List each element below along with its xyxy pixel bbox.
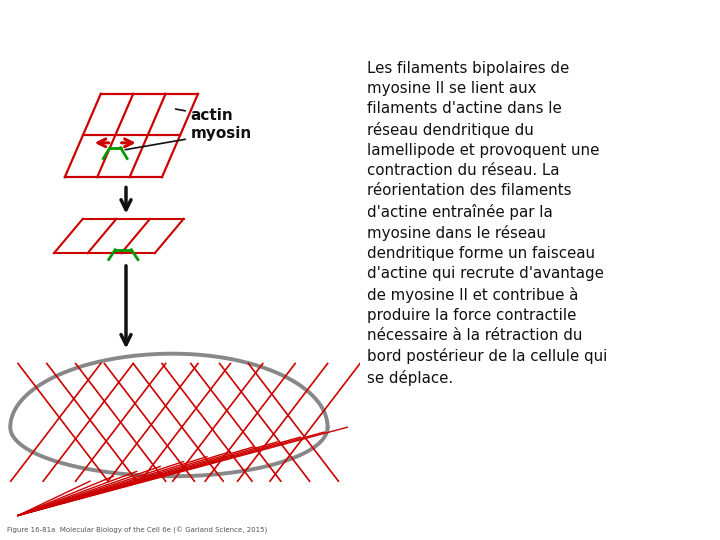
Text: Figure 16-81a  Molecular Biology of the Cell 6e (© Garland Science, 2015): Figure 16-81a Molecular Biology of the C… (7, 527, 267, 534)
Text: actin: actin (176, 109, 233, 123)
Text: Contribution de la myosine II à la motilité cellulaire polarisée: Contribution de la myosine II à la motil… (9, 13, 720, 37)
Text: myosin: myosin (125, 125, 252, 150)
Text: Les filaments bipolaires de
myosine II se lient aux
filaments d'actine dans le
r: Les filaments bipolaires de myosine II s… (367, 62, 608, 386)
